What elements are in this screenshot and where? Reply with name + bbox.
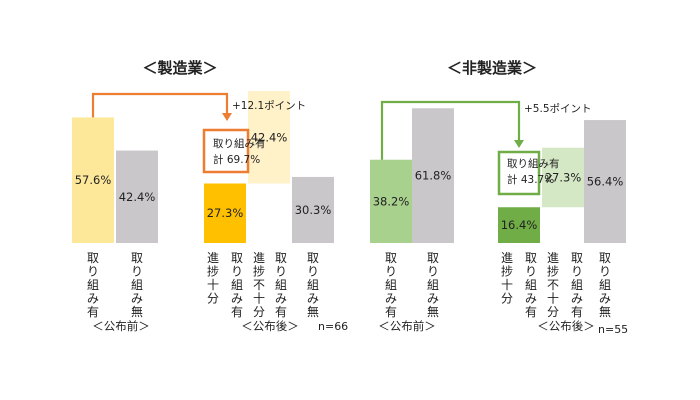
increase-arrow (91, 92, 229, 118)
category-label: 取り組み有 (87, 251, 99, 319)
callout-line2: 計 69.7% (213, 153, 260, 166)
arrow-head (514, 140, 524, 148)
arrow-label: +5.5ポイント (524, 103, 592, 115)
bar (370, 159, 412, 243)
bar (204, 183, 246, 243)
data-label: 42.4% (251, 130, 288, 144)
arrow-label: +12.1ポイント (232, 100, 306, 112)
data-label: 27.3% (545, 170, 582, 184)
data-label: 30.3% (295, 203, 332, 217)
category-label: 取り組み有 (385, 251, 397, 319)
data-label: 61.8% (415, 169, 452, 183)
category-label: 進捗不十分 (547, 251, 559, 319)
group-label: ＜公布前＞ (378, 319, 436, 333)
total-callout (202, 128, 250, 174)
group-label: ＜公布前＞ (92, 319, 150, 333)
category-label: 取り組み有 (231, 251, 243, 319)
bar (542, 147, 584, 208)
manufacturing-panel: ＜製造業＞57.6%42.4%27.3%42.4%30.3%取り組み有取り組み無… (72, 59, 348, 333)
callout-line1: 取り組み有 (213, 137, 266, 150)
category-label: 取り組み有 (275, 251, 287, 319)
data-label: 27.3% (207, 206, 244, 220)
category-label: 進捗十分 (501, 251, 513, 306)
bar (584, 120, 626, 243)
total-callout (497, 150, 541, 196)
category-label: 取り組み無 (427, 251, 439, 319)
group-label: ＜公布後＞ (241, 319, 299, 333)
category-label: 取り組み無 (131, 251, 143, 319)
data-label: 56.4% (587, 175, 624, 189)
bar (72, 117, 114, 243)
group-label: ＜公布後＞ (537, 319, 595, 333)
bar (412, 108, 454, 243)
category-label: 取り組み無 (307, 251, 319, 319)
sample-size: n=66 (318, 320, 348, 333)
bar (116, 150, 158, 243)
category-label: 進捗不十分 (253, 251, 265, 319)
sample-size: n=55 (598, 323, 628, 336)
non-manufacturing-panel: ＜非製造業＞38.2%61.8%16.4%27.3% 56.4%取り組み有取り組み… (370, 59, 628, 336)
bar (498, 207, 540, 243)
increase-arrow (380, 100, 521, 160)
chart-title: ＜製造業＞ (142, 59, 217, 77)
bar (292, 176, 334, 243)
arrow-head (222, 113, 232, 121)
category-label: 取り組み有 (525, 251, 537, 319)
callout-line2: 計 43.7% (507, 173, 554, 186)
callout-line1: 取り組み有 (507, 157, 560, 170)
bar (248, 91, 290, 184)
data-label: 16.4% (501, 218, 538, 232)
category-label: 取り組み無 (599, 251, 611, 319)
data-label: 38.2% (373, 194, 410, 208)
category-label: 進捗十分 (207, 251, 219, 306)
data-label: 57.6% (75, 173, 112, 187)
data-label: 42.4% (119, 190, 156, 204)
category-label: 取り組み有 (571, 251, 583, 319)
chart-title: ＜非製造業＞ (447, 59, 537, 77)
